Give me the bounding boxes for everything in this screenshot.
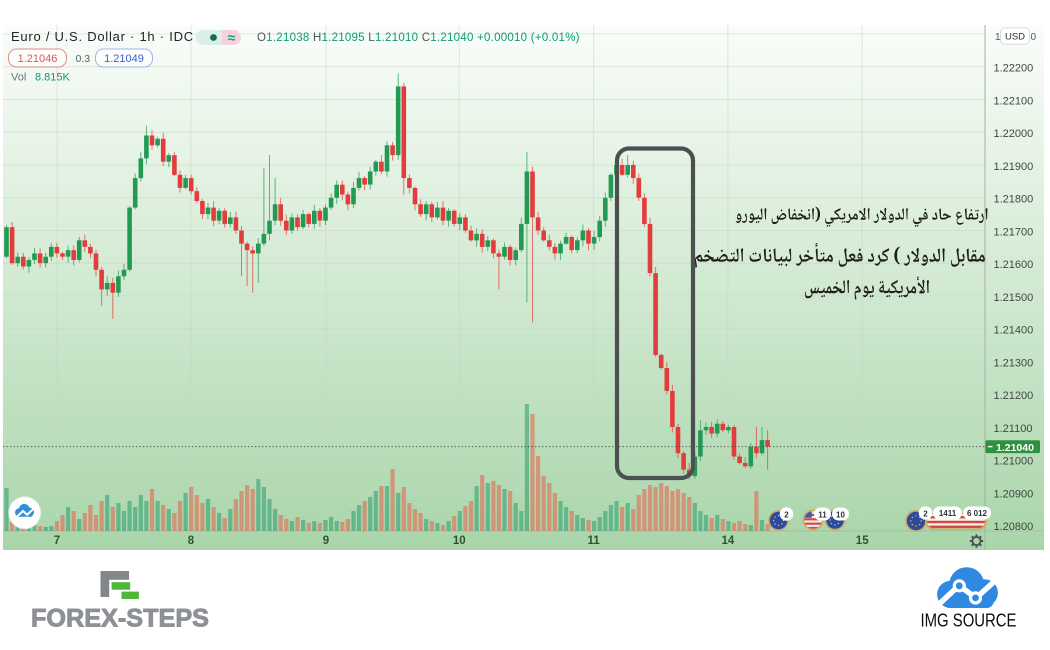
svg-text:8.815K: 8.815K (35, 72, 71, 84)
svg-text:0: 0 (1031, 32, 1037, 43)
svg-text:O1.21038 H1.21095 L1.21010 C1.: O1.21038 H1.21095 L1.21010 C1.21040 +0.0… (257, 32, 580, 44)
svg-text:IMG SOURCE: IMG SOURCE (921, 610, 1017, 631)
svg-text:10: 10 (836, 510, 845, 519)
svg-text:2: 2 (784, 510, 789, 519)
svg-text:1.20900: 1.20900 (994, 488, 1034, 500)
svg-text:15: 15 (856, 535, 869, 547)
svg-text:Euro / U.S. Dollar · 1h · IDC: Euro / U.S. Dollar · 1h · IDC (11, 29, 194, 44)
svg-text:FOREX-STEPS: FOREX-STEPS (31, 605, 209, 633)
svg-text:2: 2 (923, 509, 928, 518)
svg-text:10: 10 (453, 535, 466, 547)
svg-text:≈: ≈ (228, 30, 236, 46)
svg-text:1.21046: 1.21046 (18, 53, 58, 65)
svg-text:1.21900: 1.21900 (994, 161, 1034, 173)
svg-text:11: 11 (588, 535, 601, 547)
svg-text:1.20800: 1.20800 (994, 521, 1034, 533)
svg-text:Vol: Vol (11, 72, 26, 84)
svg-text:1.21400: 1.21400 (994, 325, 1034, 337)
svg-text:6 012: 6 012 (967, 509, 988, 518)
svg-text:1.22200: 1.22200 (994, 63, 1034, 75)
svg-text:1.21800: 1.21800 (994, 194, 1034, 206)
svg-text:1.21049: 1.21049 (104, 53, 144, 65)
svg-text:1411: 1411 (939, 509, 957, 518)
svg-text:1.22000: 1.22000 (994, 128, 1034, 140)
svg-text:1.21500: 1.21500 (994, 292, 1034, 304)
svg-text:1.21300: 1.21300 (994, 357, 1034, 369)
svg-text:14: 14 (722, 535, 735, 547)
svg-text:1.21000: 1.21000 (994, 456, 1034, 468)
svg-text:11: 11 (818, 510, 827, 519)
svg-text:7: 7 (54, 535, 60, 547)
svg-text:1.21100: 1.21100 (994, 423, 1033, 435)
svg-text:1.21700: 1.21700 (994, 226, 1034, 238)
svg-text:0.3: 0.3 (76, 53, 91, 65)
svg-text:1: 1 (995, 32, 1001, 43)
svg-text:1.21200: 1.21200 (994, 390, 1034, 402)
svg-text:1.21040: 1.21040 (996, 442, 1034, 454)
svg-text:9: 9 (323, 535, 329, 547)
svg-text:1.21600: 1.21600 (994, 259, 1034, 271)
svg-text:8: 8 (188, 535, 195, 547)
svg-text:1.22100: 1.22100 (994, 95, 1034, 107)
svg-text:USD: USD (1005, 32, 1025, 43)
